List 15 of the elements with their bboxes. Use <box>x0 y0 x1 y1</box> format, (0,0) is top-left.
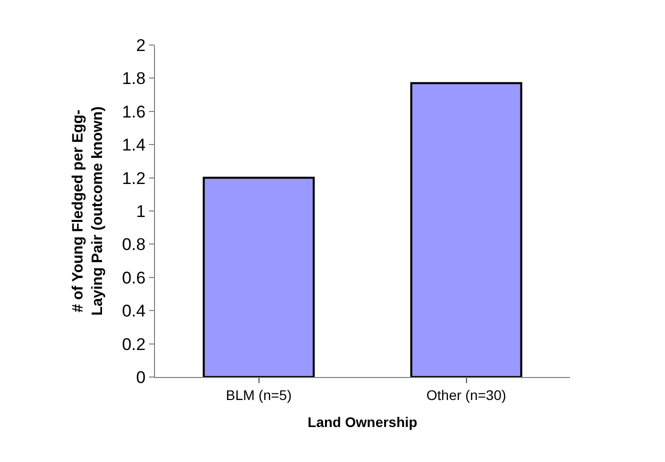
y-tick-label: 0.8 <box>122 235 146 254</box>
y-tick-label: 1.4 <box>122 136 146 155</box>
y-tick-label: 0 <box>136 368 146 387</box>
y-tick-label: 1.2 <box>122 168 146 188</box>
x-tick-label: Other (n=30) <box>426 386 506 403</box>
y-tick-label: 2 <box>136 36 146 55</box>
y-tick-label: 0.2 <box>122 334 146 354</box>
y-tick-label: 0.4 <box>122 302 146 321</box>
y-tick-label: 1.8 <box>122 69 146 88</box>
x-axis-title: Land Ownership <box>308 414 418 430</box>
y-tick-label: 1.6 <box>122 102 146 122</box>
y-tick-label: 0.6 <box>122 268 146 288</box>
y-axis-title: # of Young Fledged per Egg- Laying Pair (outcome known) <box>70 106 106 316</box>
x-tick-label: BLM (n=5) <box>226 386 292 403</box>
y-tick-label: 1 <box>136 202 146 221</box>
